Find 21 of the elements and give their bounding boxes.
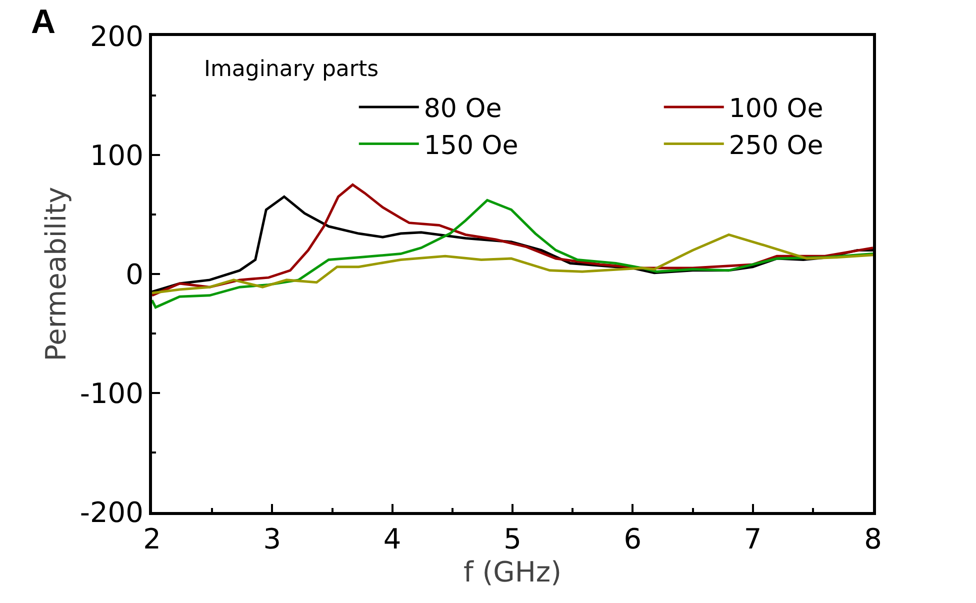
legend-label: 80 Oe [424,94,502,124]
y-tick-label: 0 [126,258,144,291]
line-series [152,233,873,294]
y-axis-title: Permeability [40,186,73,362]
y-tick-label: 200 [90,20,144,53]
x-axis-title: f (GHz) [463,556,562,589]
x-tick-label: 6 [624,522,642,556]
y-tick-label: -100 [80,376,144,410]
text: A [31,3,56,41]
y-tick-label: 100 [90,138,144,172]
legend-label: 250 Oe [728,130,824,161]
x-tick-label: 4 [383,522,402,556]
x-tick-label: 3 [263,522,282,556]
y-tick-label: -200 [80,496,144,529]
legend-label: 150 Oe [424,130,518,161]
x-tick-label: 2 [143,522,161,556]
annotation: Imaginary parts [204,57,379,82]
x-tick-label: 7 [744,522,762,556]
x-tick-label: 8 [864,522,882,556]
legend-label: 100 Oe [728,94,824,124]
x-tick-label: 5 [504,522,522,556]
